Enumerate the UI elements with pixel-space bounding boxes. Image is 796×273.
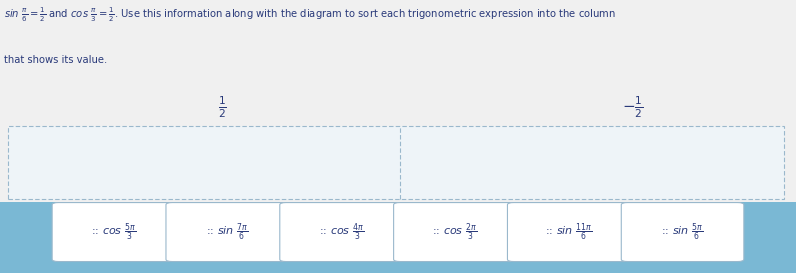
Text: :: $\mathit{sin}\ \frac{5\pi}{6}$: :: $\mathit{sin}\ \frac{5\pi}{6}$ (661, 221, 704, 243)
Text: :: $\mathit{sin}\ \frac{11\pi}{6}$: :: $\mathit{sin}\ \frac{11\pi}{6}$ (545, 221, 592, 243)
Text: :: $\mathit{sin}\ \frac{7\pi}{6}$: :: $\mathit{sin}\ \frac{7\pi}{6}$ (206, 221, 248, 243)
Text: $\frac{1}{2}$: $\frac{1}{2}$ (218, 94, 228, 120)
FancyBboxPatch shape (280, 203, 403, 262)
FancyBboxPatch shape (166, 203, 289, 262)
Text: $-\frac{1}{2}$: $-\frac{1}{2}$ (622, 94, 644, 120)
FancyBboxPatch shape (508, 203, 630, 262)
FancyBboxPatch shape (622, 203, 743, 262)
Text: :: $\mathit{cos}\ \frac{5\pi}{3}$: :: $\mathit{cos}\ \frac{5\pi}{3}$ (91, 221, 136, 243)
Text: :: $\mathit{cos}\ \frac{2\pi}{3}$: :: $\mathit{cos}\ \frac{2\pi}{3}$ (432, 221, 478, 243)
Bar (0, 202, 796, 273)
FancyBboxPatch shape (393, 203, 517, 262)
Text: that shows its value.: that shows its value. (4, 55, 107, 65)
Text: :: $\mathit{cos}\ \frac{4\pi}{3}$: :: $\mathit{cos}\ \frac{4\pi}{3}$ (318, 221, 364, 243)
Text: $\mathit{sin}\ \frac{\pi}{6} = \frac{1}{2}$ and $\mathit{cos}\ \frac{\pi}{3} = \: $\mathit{sin}\ \frac{\pi}{6} = \frac{1}{… (4, 5, 616, 24)
FancyBboxPatch shape (52, 203, 174, 262)
Bar (8, 126, 784, 199)
